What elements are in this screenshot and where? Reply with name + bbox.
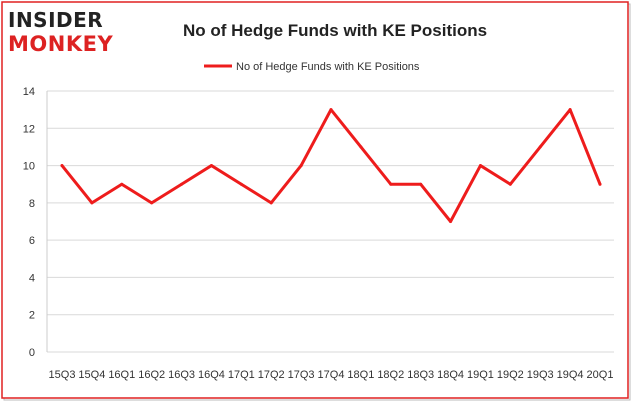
x-tick-label: 16Q1 — [108, 369, 135, 381]
data-point — [359, 145, 363, 149]
logo-top-text: INSIDER — [8, 8, 103, 32]
y-tick-label: 14 — [23, 86, 35, 98]
x-axis: 15Q3 15Q4 16Q1 16Q2 16Q3 16Q4 17Q1 17Q2 17Q3 17Q4… — [49, 369, 614, 381]
x-tick-label: 18Q3 — [407, 369, 434, 381]
y-tick-label: 0 — [29, 347, 35, 359]
grid — [47, 90, 614, 353]
chart-title: No of Hedge Funds with KE Positions — [183, 21, 487, 40]
data-point — [568, 108, 572, 112]
x-tick-label: 19Q1 — [467, 369, 494, 381]
data-point — [299, 164, 303, 168]
legend-label: No of Hedge Funds with KE Positions — [236, 61, 420, 73]
data-point — [449, 220, 453, 223]
data-point — [538, 145, 542, 149]
y-tick-label: 10 — [23, 161, 35, 173]
x-tick-label: 20Q1 — [587, 369, 614, 381]
x-tick-label: 17Q1 — [228, 369, 255, 381]
x-tick-label: 19Q4 — [557, 369, 584, 381]
x-tick-label: 15Q3 — [49, 369, 76, 381]
x-tick-label: 19Q3 — [527, 369, 554, 381]
data-point — [598, 182, 602, 186]
x-tick-label: 19Q2 — [497, 369, 524, 381]
y-tick-label: 8 — [29, 198, 35, 210]
x-tick-label: 18Q4 — [437, 369, 464, 381]
x-tick-label: 17Q4 — [318, 369, 345, 381]
x-tick-label: 15Q4 — [78, 369, 105, 381]
data-point — [60, 164, 64, 168]
data-point — [90, 201, 94, 205]
logo-bottom-text: MONKEY — [8, 32, 113, 56]
x-tick-label: 17Q3 — [288, 369, 315, 381]
data-point — [120, 182, 124, 186]
data-point — [209, 164, 213, 168]
y-tick-label: 2 — [29, 310, 35, 322]
series-layer — [60, 108, 602, 223]
data-point — [478, 164, 482, 168]
x-tick-label: 17Q2 — [258, 369, 285, 381]
x-tick-label: 16Q4 — [198, 369, 225, 381]
x-tick-label: 18Q2 — [377, 369, 404, 381]
x-tick-label: 16Q3 — [168, 369, 195, 381]
y-tick-label: 12 — [23, 123, 35, 135]
data-point — [329, 108, 333, 112]
data-point — [419, 182, 423, 186]
x-tick-label: 18Q1 — [347, 369, 374, 381]
data-point — [389, 182, 393, 186]
x-tick-label: 16Q2 — [138, 369, 165, 381]
data-point — [150, 201, 154, 205]
data-point — [508, 182, 512, 186]
data-point — [239, 182, 243, 186]
data-point — [269, 201, 273, 205]
data-point — [180, 182, 184, 186]
y-axis: 0 2 4 6 8 10 12 14 — [23, 86, 48, 359]
legend: No of Hedge Funds with KE Positions — [204, 61, 420, 73]
frame-border — [1, 1, 629, 399]
y-tick-label: 4 — [29, 272, 35, 284]
insider-monkey-logo: INSIDER MONKEY — [8, 8, 113, 56]
y-tick-label: 6 — [29, 235, 35, 247]
